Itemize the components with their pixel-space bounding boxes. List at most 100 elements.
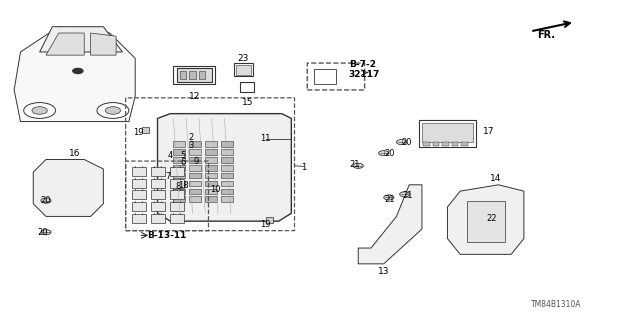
Text: 17: 17 xyxy=(483,127,495,136)
Bar xyxy=(177,68,212,82)
Text: 15: 15 xyxy=(242,98,253,107)
Circle shape xyxy=(396,140,406,145)
Polygon shape xyxy=(40,27,122,52)
Bar xyxy=(189,173,201,178)
Bar xyxy=(151,202,165,211)
Text: 23: 23 xyxy=(238,54,249,63)
Bar xyxy=(173,189,185,194)
Bar xyxy=(205,181,217,186)
Bar xyxy=(173,197,185,202)
Text: 19: 19 xyxy=(133,128,143,137)
Bar xyxy=(189,189,201,194)
Circle shape xyxy=(41,230,51,235)
Bar xyxy=(221,149,233,155)
Bar xyxy=(241,82,254,92)
Bar xyxy=(132,179,146,188)
Text: B-13-11: B-13-11 xyxy=(147,231,187,240)
Bar xyxy=(170,214,184,223)
Bar xyxy=(419,120,476,147)
Text: 21: 21 xyxy=(403,191,413,200)
Text: 11: 11 xyxy=(260,134,271,144)
Polygon shape xyxy=(157,114,291,221)
Text: 8: 8 xyxy=(176,182,181,191)
Text: 20: 20 xyxy=(41,196,51,205)
Polygon shape xyxy=(467,201,505,242)
Bar xyxy=(189,165,201,171)
Bar xyxy=(170,202,184,211)
Text: TM84B1310A: TM84B1310A xyxy=(531,300,581,309)
Text: FR.: FR. xyxy=(537,30,556,40)
Bar xyxy=(221,197,233,202)
Text: 1: 1 xyxy=(301,163,307,172)
Text: 9: 9 xyxy=(193,157,198,166)
Text: 4: 4 xyxy=(168,151,173,160)
Bar xyxy=(173,141,185,147)
Bar xyxy=(461,142,468,146)
Bar xyxy=(180,71,186,79)
Bar xyxy=(205,197,217,202)
Text: 13: 13 xyxy=(378,267,390,276)
Bar xyxy=(423,142,429,146)
Text: 20: 20 xyxy=(401,137,412,147)
Bar xyxy=(173,157,185,163)
Circle shape xyxy=(105,107,120,114)
Polygon shape xyxy=(358,185,422,264)
Circle shape xyxy=(384,195,394,200)
Bar xyxy=(205,173,217,178)
Text: 19: 19 xyxy=(260,220,271,229)
Bar xyxy=(236,65,251,75)
Bar xyxy=(151,167,165,176)
Bar xyxy=(132,214,146,223)
Bar xyxy=(151,190,165,199)
Bar xyxy=(266,217,273,223)
Circle shape xyxy=(97,103,129,118)
Bar xyxy=(132,167,146,176)
Bar xyxy=(132,190,146,199)
Polygon shape xyxy=(46,33,84,55)
Bar xyxy=(234,63,253,76)
Bar xyxy=(314,69,336,84)
Bar xyxy=(189,141,201,147)
Bar xyxy=(221,189,233,194)
Bar xyxy=(205,189,217,194)
Bar xyxy=(221,165,233,171)
Bar xyxy=(433,142,439,146)
Bar xyxy=(132,202,146,211)
Bar xyxy=(173,149,185,155)
Circle shape xyxy=(379,151,389,156)
Text: 20: 20 xyxy=(38,228,48,237)
Text: 21: 21 xyxy=(350,160,360,169)
Bar xyxy=(221,181,233,186)
Circle shape xyxy=(32,107,47,114)
Text: 6: 6 xyxy=(180,158,186,167)
Bar xyxy=(170,179,184,188)
Bar xyxy=(221,157,233,163)
Bar xyxy=(422,123,473,142)
Bar xyxy=(173,173,185,178)
Bar xyxy=(199,71,205,79)
Text: 22: 22 xyxy=(487,213,497,222)
Polygon shape xyxy=(14,27,135,122)
Text: 14: 14 xyxy=(490,174,501,183)
Bar xyxy=(189,71,196,79)
Text: 12: 12 xyxy=(189,92,200,101)
Text: 18: 18 xyxy=(178,181,188,190)
Bar xyxy=(173,66,215,84)
Circle shape xyxy=(24,103,56,118)
Text: 5: 5 xyxy=(180,151,186,160)
Bar xyxy=(170,190,184,199)
Bar xyxy=(141,127,149,133)
Polygon shape xyxy=(447,185,524,254)
Bar xyxy=(170,167,184,176)
Bar xyxy=(151,214,165,223)
Bar xyxy=(205,157,217,163)
Circle shape xyxy=(353,163,364,168)
Bar xyxy=(221,173,233,178)
Text: 10: 10 xyxy=(210,185,220,194)
Bar xyxy=(189,181,201,186)
Text: 7: 7 xyxy=(166,172,171,182)
Bar xyxy=(189,157,201,163)
Bar xyxy=(189,149,201,155)
Bar xyxy=(205,165,217,171)
Bar xyxy=(221,141,233,147)
